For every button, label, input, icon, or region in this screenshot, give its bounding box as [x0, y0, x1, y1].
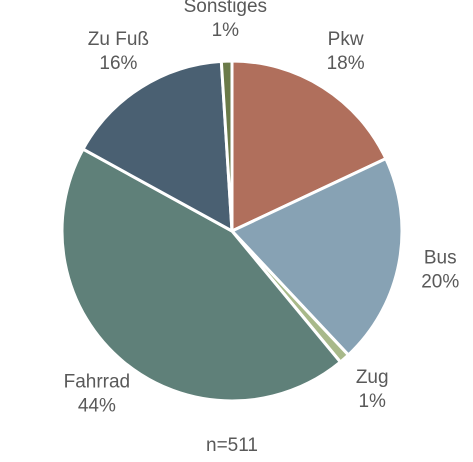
- slice-label: Fahrrad: [64, 371, 131, 392]
- pie-slice: [229, 156, 404, 358]
- slice-value-label: 18%: [327, 53, 365, 74]
- annotation: n=511: [206, 435, 258, 456]
- slice-label: Zug: [356, 367, 389, 388]
- slice-value-label: 1%: [212, 20, 240, 41]
- pie-slice: [230, 59, 388, 234]
- slice-label: Pkw: [328, 29, 364, 50]
- pie-slice: [219, 59, 234, 232]
- slice-value-label: 16%: [99, 53, 137, 74]
- slice-value-label: 44%: [78, 395, 116, 416]
- pie-slice: [80, 59, 234, 234]
- slice-label: Zu Fuß: [88, 29, 149, 50]
- pie-slice: [60, 147, 343, 403]
- slice-value-label: 20%: [421, 272, 459, 293]
- slice-label: Sonstiges: [184, 0, 267, 17]
- slice-label: Bus: [424, 248, 457, 269]
- slice-value-label: 1%: [358, 391, 386, 412]
